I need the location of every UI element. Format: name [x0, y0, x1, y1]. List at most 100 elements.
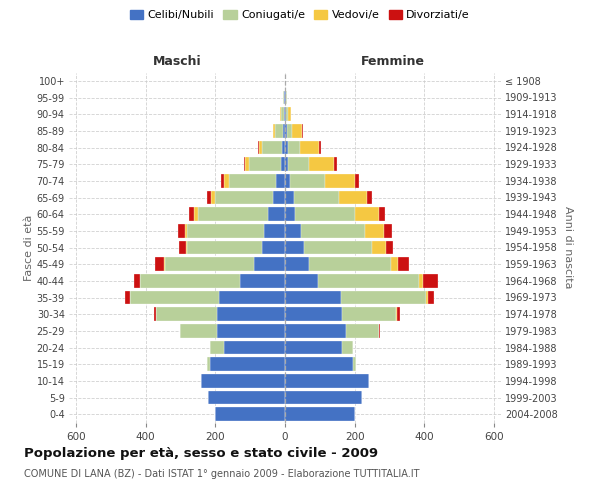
Bar: [288, 140, 300, 154]
Bar: [285, 124, 287, 138]
Bar: [365, 224, 384, 237]
Bar: [254, 258, 285, 271]
Bar: [346, 324, 379, 338]
Bar: [217, 308, 285, 321]
Bar: [179, 240, 186, 254]
Bar: [217, 324, 285, 338]
Bar: [186, 240, 187, 254]
Bar: [206, 358, 210, 371]
Bar: [367, 190, 372, 204]
Bar: [200, 374, 202, 388]
Bar: [372, 240, 386, 254]
Bar: [229, 174, 276, 188]
Bar: [211, 190, 215, 204]
Bar: [285, 108, 286, 121]
Bar: [180, 324, 181, 338]
Bar: [318, 274, 419, 287]
Legend: Celibi/Nubili, Coniugati/e, Vedovi/e, Divorziati/e: Celibi/Nubili, Coniugati/e, Vedovi/e, Di…: [125, 6, 475, 25]
Bar: [280, 108, 281, 121]
Bar: [353, 358, 356, 371]
Bar: [155, 258, 164, 271]
Bar: [262, 140, 281, 154]
Bar: [281, 108, 284, 121]
Bar: [397, 308, 400, 321]
Bar: [355, 208, 379, 221]
Bar: [286, 108, 288, 121]
Bar: [178, 224, 185, 237]
Bar: [284, 108, 285, 121]
Text: COMUNE DI LANA (BZ) - Dati ISTAT 1° gennaio 2009 - Elaborazione TUTTITALIA.IT: COMUNE DI LANA (BZ) - Dati ISTAT 1° genn…: [24, 469, 419, 479]
Bar: [287, 124, 292, 138]
Bar: [215, 190, 273, 204]
Bar: [250, 158, 281, 171]
Bar: [273, 124, 275, 138]
Bar: [285, 158, 289, 171]
Bar: [154, 308, 156, 321]
Bar: [285, 174, 290, 188]
Bar: [310, 258, 391, 271]
Bar: [319, 140, 321, 154]
Bar: [288, 108, 290, 121]
Y-axis label: Anni di nascita: Anni di nascita: [563, 206, 574, 288]
Bar: [156, 308, 217, 321]
Bar: [268, 208, 285, 221]
Bar: [285, 258, 310, 271]
Bar: [285, 290, 341, 304]
Bar: [285, 374, 368, 388]
Bar: [259, 140, 262, 154]
Bar: [283, 90, 284, 104]
Bar: [301, 224, 365, 237]
Y-axis label: Fasce di età: Fasce di età: [23, 214, 34, 280]
Bar: [339, 190, 367, 204]
Bar: [224, 174, 229, 188]
Bar: [258, 140, 259, 154]
Bar: [164, 258, 165, 271]
Bar: [207, 190, 211, 204]
Bar: [285, 190, 294, 204]
Bar: [285, 340, 343, 354]
Bar: [391, 258, 398, 271]
Bar: [398, 258, 409, 271]
Bar: [194, 208, 198, 221]
Bar: [341, 290, 426, 304]
Bar: [187, 240, 262, 254]
Bar: [165, 258, 254, 271]
Bar: [294, 190, 339, 204]
Bar: [285, 408, 355, 421]
Bar: [208, 390, 285, 404]
Bar: [422, 274, 438, 287]
Bar: [202, 374, 285, 388]
Bar: [285, 274, 318, 287]
Bar: [125, 290, 130, 304]
Bar: [428, 290, 434, 304]
Bar: [355, 174, 359, 188]
Bar: [187, 224, 264, 237]
Bar: [275, 124, 283, 138]
Bar: [198, 208, 268, 221]
Bar: [281, 158, 285, 171]
Bar: [285, 90, 286, 104]
Bar: [210, 340, 224, 354]
Bar: [130, 290, 219, 304]
Bar: [281, 140, 285, 154]
Bar: [134, 274, 140, 287]
Bar: [285, 308, 343, 321]
Bar: [264, 224, 285, 237]
Bar: [285, 240, 304, 254]
Bar: [292, 124, 302, 138]
Bar: [244, 158, 245, 171]
Bar: [286, 90, 287, 104]
Bar: [221, 174, 224, 188]
Bar: [379, 324, 380, 338]
Bar: [283, 124, 285, 138]
Bar: [240, 274, 285, 287]
Bar: [215, 408, 285, 421]
Text: Maschi: Maschi: [152, 54, 202, 68]
Bar: [304, 240, 372, 254]
Bar: [140, 274, 240, 287]
Bar: [334, 158, 337, 171]
Bar: [289, 158, 310, 171]
Bar: [300, 140, 319, 154]
Bar: [224, 340, 285, 354]
Bar: [285, 358, 353, 371]
